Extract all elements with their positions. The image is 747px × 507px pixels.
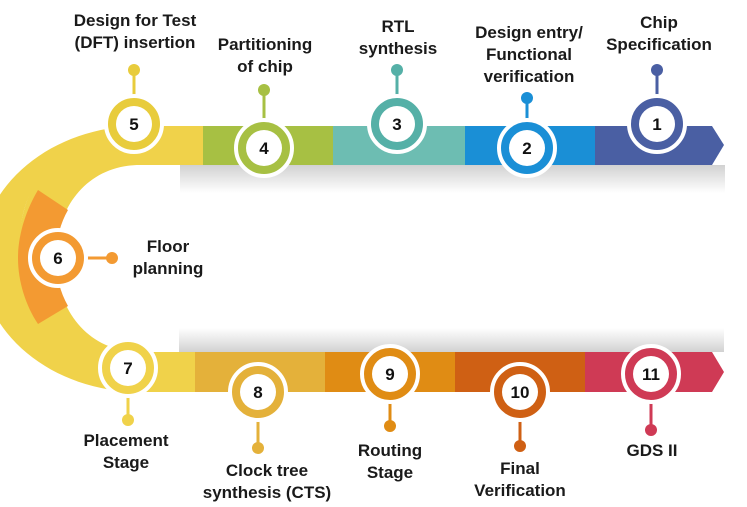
step-1-label: Chip Specification (606, 13, 712, 54)
step-3-label: RTL synthesis (358, 17, 438, 58)
connector-dot (258, 84, 270, 96)
connector-dot (521, 92, 533, 104)
connector-dot (651, 64, 663, 76)
connector-dot (514, 440, 526, 452)
step-number: 10 (511, 383, 530, 402)
step-circle-inner (40, 240, 76, 276)
connector-dot (391, 64, 403, 76)
step-number: 9 (385, 365, 394, 384)
connector-dot (106, 252, 118, 264)
step-2-label: Design entry/Functional verification (475, 23, 583, 86)
step-7-label: Placement Stage (83, 431, 169, 472)
step-number: 7 (123, 359, 132, 378)
step-6-label: Floor planning (132, 237, 204, 278)
step-5-label: Design for Test (DFT) insertion (73, 11, 197, 52)
step-number: 4 (259, 139, 269, 158)
step-node-7: 7 (98, 338, 158, 426)
step-number: 6 (53, 249, 62, 268)
step-node-3: 3 (367, 64, 427, 154)
step-number: 11 (642, 365, 660, 384)
lower-band-shadow (179, 328, 724, 352)
step-number: 1 (652, 115, 661, 134)
step-4-label: Partitioning of chip (217, 35, 313, 76)
step-circle-inner (639, 106, 675, 142)
step-number: 8 (253, 383, 262, 402)
step-node-5: 5 (104, 64, 164, 154)
step-node-4: 4 (234, 84, 294, 178)
step-node-2: 2 (497, 92, 557, 178)
step-node-8: 8 (228, 362, 288, 454)
step-number: 3 (392, 115, 401, 134)
arc-body (18, 126, 140, 392)
step-9-label: Routing Stage (357, 441, 423, 482)
step-node-6: 6 (28, 228, 118, 288)
step-circle-inner (110, 350, 146, 386)
connector-dot (128, 64, 140, 76)
step-node-11: 11 (621, 344, 681, 436)
step-node-9: 9 (360, 344, 420, 432)
step-number: 2 (522, 139, 531, 158)
connector-dot (645, 424, 657, 436)
step-11-label: GDS II (626, 441, 678, 460)
step-circle-inner (502, 374, 538, 410)
step-circle-inner (379, 106, 415, 142)
step-10-label: Final Verification (474, 459, 566, 500)
step-circle-inner (246, 130, 282, 166)
step-8-label: Clock tree synthesis (CTS) (202, 461, 332, 502)
step-circle-inner (633, 356, 669, 392)
connector-dot (252, 442, 264, 454)
step-node-1: 1 (627, 64, 687, 154)
connector-dot (122, 414, 134, 426)
step-circle-inner (372, 356, 408, 392)
connector-dot (384, 420, 396, 432)
step-node-10: 10 (490, 362, 550, 452)
step-circle-inner (116, 106, 152, 142)
step-circle-inner (240, 374, 276, 410)
step-circle-inner (509, 130, 545, 166)
step-number: 5 (129, 115, 138, 134)
